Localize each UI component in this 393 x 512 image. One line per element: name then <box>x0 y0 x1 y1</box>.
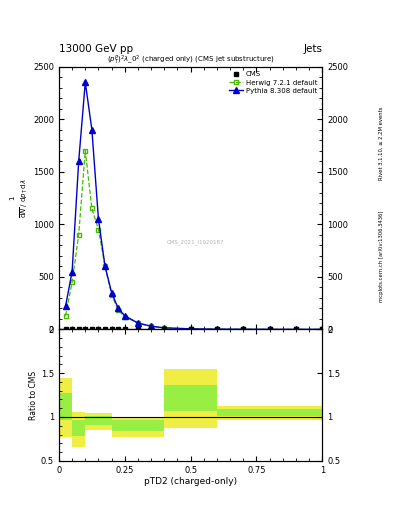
Title: $(p_T^P)^2\lambda\_0^2$ (charged only) (CMS jet substructure): $(p_T^P)^2\lambda\_0^2$ (charged only) (… <box>107 53 275 67</box>
Y-axis label: $\mathrm{1}$
$\overline{\mathrm{d}N}$ / $\mathrm{d}p_T\,\mathrm{d}\lambda$: $\mathrm{1}$ $\overline{\mathrm{d}N}$ / … <box>7 178 30 218</box>
Text: Rivet 3.1.10, ≥ 2.2M events: Rivet 3.1.10, ≥ 2.2M events <box>379 106 384 180</box>
Text: Jets: Jets <box>303 44 322 54</box>
Y-axis label: Ratio to CMS: Ratio to CMS <box>29 371 38 420</box>
Text: mcplots.cern.ch [arXiv:1306.3436]: mcplots.cern.ch [arXiv:1306.3436] <box>379 210 384 302</box>
Text: CMS_2021_I1920187: CMS_2021_I1920187 <box>167 240 225 245</box>
Legend: CMS, Herwig 7.2.1 default, Pythia 8.308 default: CMS, Herwig 7.2.1 default, Pythia 8.308 … <box>228 70 319 95</box>
X-axis label: pTD2 (charged-only): pTD2 (charged-only) <box>144 477 237 486</box>
Text: 13000 GeV pp: 13000 GeV pp <box>59 44 133 54</box>
